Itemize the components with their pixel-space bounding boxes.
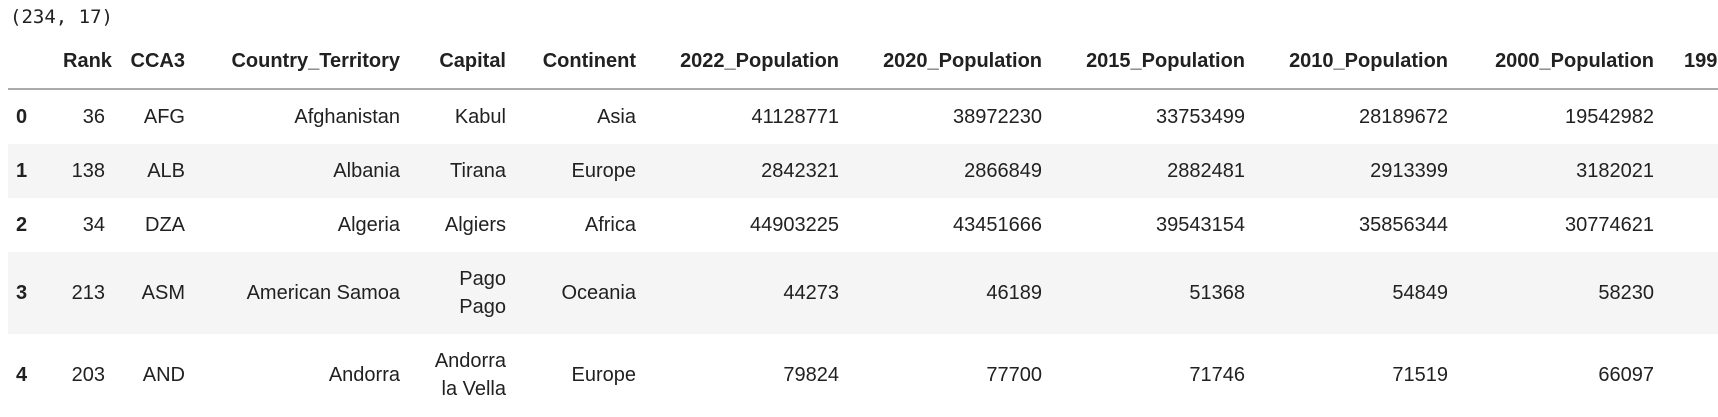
column-header-rank: Rank xyxy=(53,34,115,90)
cell-1990-clipped xyxy=(1664,252,1718,334)
cell-2010-population: 54849 xyxy=(1392,282,1448,304)
cell-1990-clipped xyxy=(1664,144,1718,198)
cell-capital: Andorra la Vella xyxy=(434,350,506,400)
cell-1990-clipped xyxy=(1664,334,1718,416)
dataframe-container: Rank CCA3 Country_Territory Capital Cont… xyxy=(8,34,1718,416)
cell-2010-population: 71519 xyxy=(1392,364,1448,386)
cell-continent: Europe xyxy=(571,364,637,386)
cell-2000-population: 3182021 xyxy=(1576,160,1654,182)
cell-rank: 213 xyxy=(71,282,105,304)
row-index: 3 xyxy=(16,282,28,304)
cell-cca3: ASM xyxy=(141,282,185,304)
cell-2022-population: 44903225 xyxy=(750,214,839,236)
row-index: 2 xyxy=(16,214,28,236)
cell-cca3: AND xyxy=(142,364,185,386)
column-header-2015-population: 2015_Population xyxy=(1052,34,1255,90)
row-index: 1 xyxy=(16,160,28,182)
cell-1990-clipped xyxy=(1664,198,1718,252)
cell-country: Andorra xyxy=(328,364,400,386)
table-row: 1 138 ALB Albania Tirana Europe 2842321 … xyxy=(8,144,1718,198)
header-row: Rank CCA3 Country_Territory Capital Cont… xyxy=(8,34,1718,90)
cell-2010-population: 35856344 xyxy=(1359,214,1448,236)
cell-2020-population: 38972230 xyxy=(953,106,1042,128)
cell-2020-population: 43451666 xyxy=(953,214,1042,236)
cell-2020-population: 77700 xyxy=(986,364,1042,386)
cell-2000-population: 58230 xyxy=(1598,282,1654,304)
column-header-2010-population: 2010_Population xyxy=(1255,34,1458,90)
cell-cca3: DZA xyxy=(145,214,185,236)
cell-2020-population: 2866849 xyxy=(964,160,1042,182)
table-row: 2 34 DZA Algeria Algiers Africa 44903225… xyxy=(8,198,1718,252)
index-header xyxy=(8,34,53,90)
cell-2015-population: 71746 xyxy=(1189,364,1245,386)
cell-continent: Asia xyxy=(597,106,636,128)
cell-2010-population: 2913399 xyxy=(1370,160,1448,182)
cell-continent: Africa xyxy=(584,214,636,236)
cell-2000-population: 19542982 xyxy=(1565,106,1654,128)
cell-capital: Algiers xyxy=(444,214,506,236)
cell-rank: 34 xyxy=(82,214,105,236)
cell-2022-population: 41128771 xyxy=(751,106,840,128)
column-header-continent: Continent xyxy=(516,34,646,90)
cell-2000-population: 30774621 xyxy=(1565,214,1654,236)
cell-2015-population: 39543154 xyxy=(1156,214,1245,236)
cell-capital: Pago Pago xyxy=(459,268,506,318)
column-header-2022-population: 2022_Population xyxy=(646,34,849,90)
cell-2022-population: 44273 xyxy=(783,282,839,304)
cell-continent: Europe xyxy=(571,160,637,182)
cell-country: Algeria xyxy=(337,214,400,236)
dataframe-shape-output: (234, 17) xyxy=(10,6,113,28)
cell-rank: 36 xyxy=(82,106,105,128)
cell-continent: Oceania xyxy=(561,282,637,304)
cell-cca3: AFG xyxy=(143,106,185,128)
cell-2022-population: 79824 xyxy=(783,364,839,386)
cell-rank: 138 xyxy=(71,160,105,182)
table-row: 0 36 AFG Afghanistan Kabul Asia 41128771… xyxy=(8,89,1718,144)
column-header-2020-population: 2020_Population xyxy=(849,34,1052,90)
cell-2000-population: 66097 xyxy=(1598,364,1654,386)
row-index: 4 xyxy=(16,364,28,386)
cell-1990-clipped xyxy=(1664,89,1718,144)
cell-country: Afghanistan xyxy=(294,106,400,128)
row-index: 0 xyxy=(16,106,28,128)
cell-2010-population: 28189672 xyxy=(1359,106,1448,128)
cell-country: Albania xyxy=(333,160,400,182)
cell-2020-population: 46189 xyxy=(986,282,1042,304)
column-header-2000-population: 2000_Population xyxy=(1458,34,1664,90)
column-header-cca3: CCA3 xyxy=(115,34,195,90)
cell-2015-population: 51368 xyxy=(1189,282,1245,304)
column-header-country-territory: Country_Territory xyxy=(195,34,410,90)
cell-capital: Kabul xyxy=(454,106,506,128)
cell-country: American Samoa xyxy=(246,282,400,304)
column-header-capital: Capital xyxy=(410,34,516,90)
table-row: 4 203 AND Andorra Andorra la Vella Europ… xyxy=(8,334,1718,416)
cell-2022-population: 2842321 xyxy=(761,160,839,182)
cell-2015-population: 33753499 xyxy=(1156,106,1245,128)
table-row: 3 213 ASM American Samoa Pago Pago Ocean… xyxy=(8,252,1718,334)
dataframe-table: Rank CCA3 Country_Territory Capital Cont… xyxy=(8,34,1718,416)
cell-2015-population: 2882481 xyxy=(1167,160,1245,182)
cell-rank: 203 xyxy=(71,364,105,386)
cell-cca3: ALB xyxy=(147,160,185,182)
cell-capital: Tirana xyxy=(450,160,506,182)
